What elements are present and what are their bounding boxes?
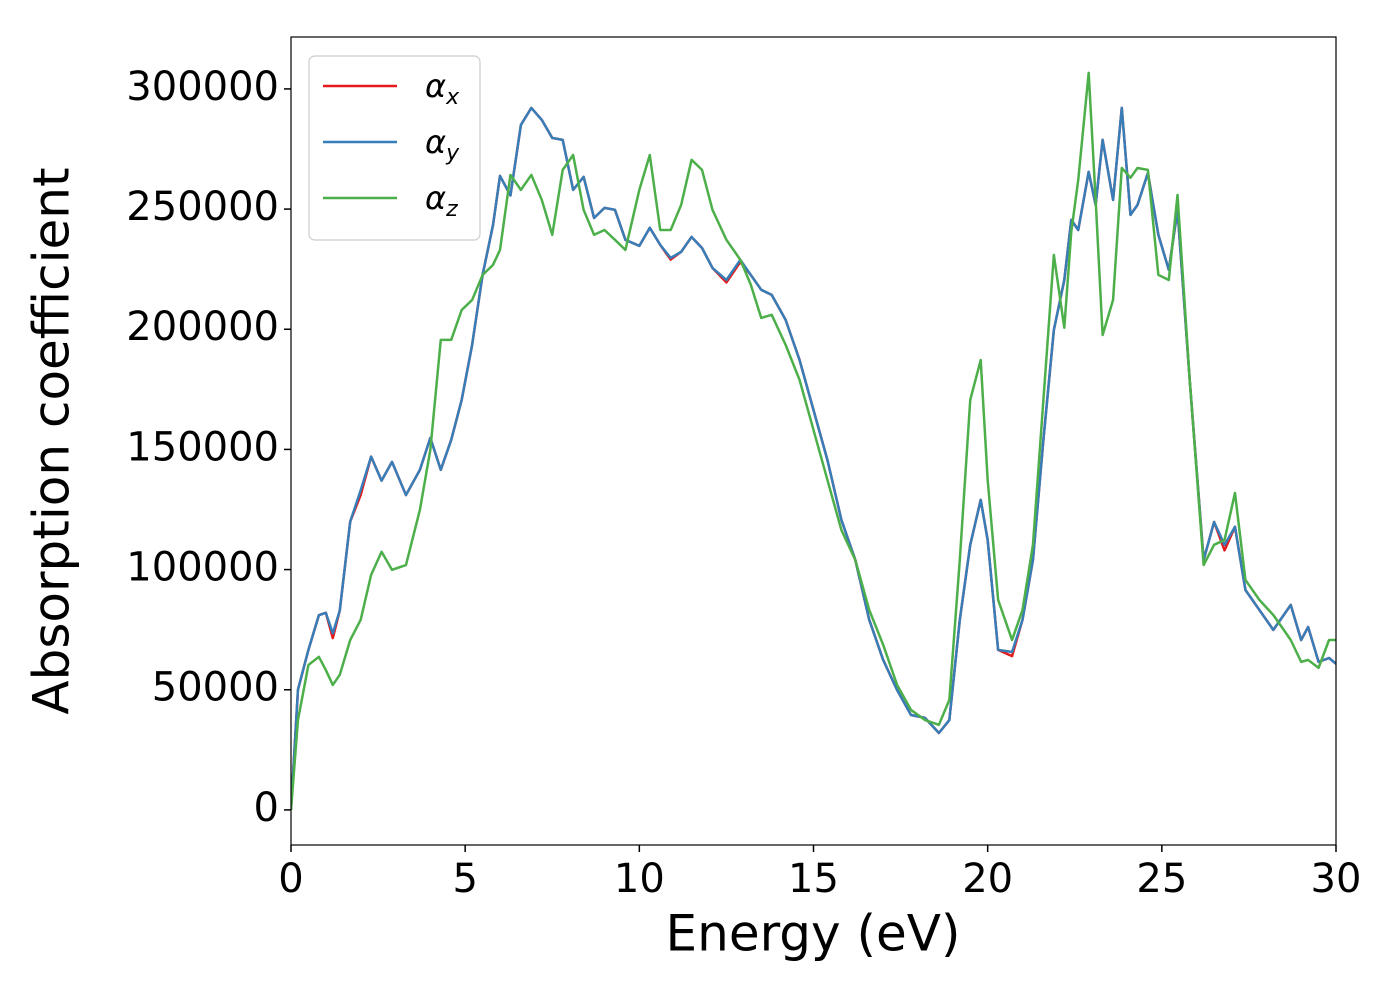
x-tick-label: 5 [452,856,477,902]
x-tick-label: 0 [278,856,303,902]
x-tick-label: 20 [962,856,1013,902]
y-tick-label: 50000 [152,665,279,711]
legend-box [308,55,481,241]
x-axis-label: Energy (eV) [666,905,961,963]
legend-label: αy [425,123,460,166]
plot-frame [290,36,1337,846]
legend-label: αz [425,179,458,222]
x-tick-label: 10 [614,856,665,902]
y-tick-label: 150000 [126,424,279,470]
line-series [291,71,1336,811]
line-series [291,106,1336,810]
x-tick-label: 25 [1136,856,1187,902]
y-axis-label: Absorption coefficient [23,167,81,714]
y-tick-label: 0 [254,785,279,831]
y-tick-label: 300000 [126,64,279,110]
y-tick-label: 100000 [126,545,279,591]
x-tick-label: 15 [788,856,839,902]
x-tick-label: 30 [1311,856,1362,902]
y-tick-label: 200000 [126,304,279,350]
y-tick-label: 250000 [126,184,279,230]
legend-label: αx [425,67,460,110]
